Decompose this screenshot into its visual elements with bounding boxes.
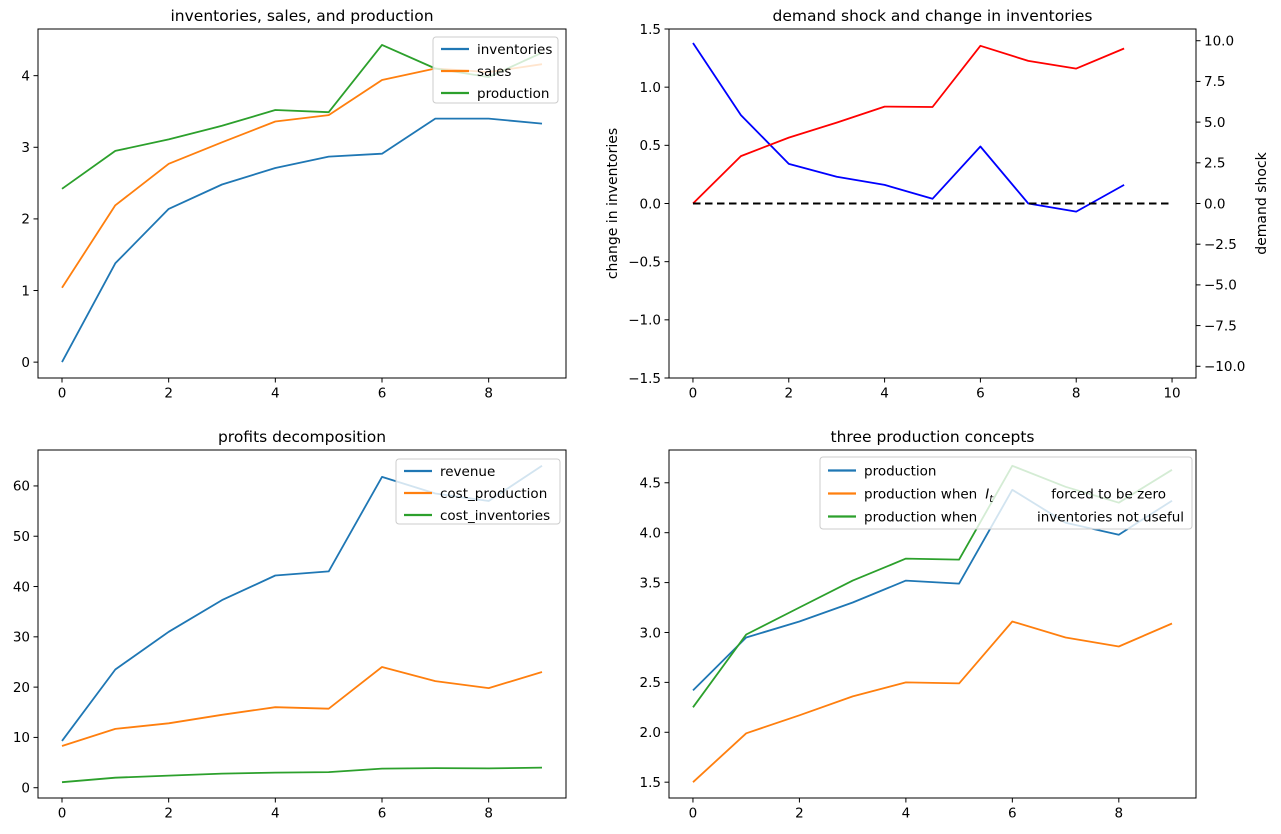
x-tick-label: 4 [902,806,911,822]
y-tick-label: 10 [13,730,30,746]
series-line-change-in-inventories [692,42,1125,213]
y-tick-label: 4 [21,68,30,84]
axes-spines [37,28,567,379]
x-tick-label: 6 [378,386,387,402]
subplot-demand-shock-and-change-in-inventories: 0 2 4 6 8 10 −1.5 −1.0 −0.5 0.0 0.5 1.0 1.5 −10.0 −7.5… [605,7,1270,402]
x-tick-label: 6 [378,806,387,822]
y-tick-label-right: 0.0 [1204,196,1225,212]
legend-label-right: forced to be zero [1051,487,1166,503]
y-tick-label-right: 2.5 [1204,156,1225,172]
legend-label: production [477,86,550,102]
y-tick-label-right: −5.0 [1204,278,1237,294]
y-tick-label: 3.5 [640,575,661,591]
legend-label: production when [864,510,977,526]
legend-label: production when It [864,487,994,506]
legend-label: cost_inventories [440,508,550,524]
series-line-cost-inventories [61,766,543,784]
x-tick-label: 2 [164,386,173,402]
legend-label: inventories [477,42,552,58]
legend-label-right: inventories not useful [1037,510,1184,526]
y-tick-label-right: 5.0 [1204,115,1225,131]
y-tick-label: 20 [13,680,30,696]
x-tick-label: 0 [58,806,67,822]
y-tick-label-right: −7.5 [1204,318,1237,334]
y-tick-label: 1.0 [640,80,661,96]
x-tick-label: 4 [271,386,280,402]
x-tick-label: 8 [1072,386,1081,402]
chart-title: three production concepts [831,428,1035,446]
y-tick-label: 60 [13,479,30,495]
x-tick-label: 0 [689,386,698,402]
subplot-profits-decomposition: 0 2 4 6 8 0 10 20 30 40 50 60 profits decomposition r… [13,428,567,822]
y-tick-label: 3 [21,140,30,156]
y-tick-label: 3.0 [640,625,661,641]
series-line-production-when-i-t-forced-to-be-zero [692,620,1173,783]
y-tick-label: 30 [13,630,30,646]
y-tick-label-right: −2.5 [1204,237,1237,253]
y-tick-label: 0 [21,355,30,371]
x-tick-label: 8 [484,806,493,822]
y-tick-label: 2 [21,212,30,228]
x-tick-label: 6 [1008,806,1017,822]
y-tick-label: 4.5 [640,476,661,492]
y-tick-label-right: 10.0 [1204,34,1234,50]
legend-box [395,458,561,525]
y-tick-label: 0.5 [640,138,661,154]
legend-label: sales [477,64,511,80]
y-tick-label: −1.5 [628,371,661,387]
y-tick-label: 4.0 [640,525,661,541]
axes-spines [37,449,567,799]
x-tick-label: 4 [271,806,280,822]
legend-label: production [864,464,937,480]
x-tick-label: 0 [58,386,67,402]
y-tick-label: −1.0 [628,313,661,329]
legend-label: cost_production [440,486,547,502]
x-tick-label: 8 [1115,806,1124,822]
series-line-demand-shock [692,44,1125,205]
series-line-cost-production [61,666,543,747]
x-tick-label: 2 [164,806,173,822]
legend-box [819,456,1193,530]
y-tick-label: 1.5 [640,22,661,38]
x-tick-label: 0 [689,806,698,822]
legend-label: revenue [440,464,495,480]
y-tick-label: 1 [21,283,30,299]
x-tick-label: 2 [784,386,793,402]
x-tick-label: 6 [976,386,985,402]
y-tick-label: 40 [13,579,30,595]
y-tick-label: 2.5 [640,675,661,691]
y-tick-label: 0.0 [640,196,661,212]
y-tick-label: 2.0 [640,725,661,741]
y-tick-label: 50 [13,529,30,545]
chart-title: inventories, sales, and production [170,7,433,25]
subplot-three-production-concepts: 0 2 4 6 8 1.5 2.0 2.5 3.0 3.5 4.0 4.5 three producti… [640,428,1197,822]
chart-title: profits decomposition [218,428,386,446]
axes-spines [668,449,1197,799]
y-tick-label: −0.5 [628,254,661,270]
x-tick-label: 4 [880,386,889,402]
x-tick-label: 10 [1163,386,1180,402]
y-tick-label-right: 7.5 [1204,74,1225,90]
subplot-inventories-sales-production: 0 2 4 6 8 0 1 2 3 4 inventories, sales, and produc… [21,7,567,402]
chart-title: demand shock and change in inventories [773,7,1093,25]
y-axis-label-right: demand shock [1254,151,1270,254]
series-line-inventories [61,117,543,363]
y-tick-label: 1.5 [640,775,661,791]
y-tick-label: 0 [21,781,30,797]
legend-box [432,36,559,104]
x-tick-label: 2 [795,806,804,822]
x-tick-label: 8 [484,386,493,402]
y-axis-label-left: change in inventories [605,128,621,279]
y-tick-label-right: −10.0 [1204,359,1245,375]
